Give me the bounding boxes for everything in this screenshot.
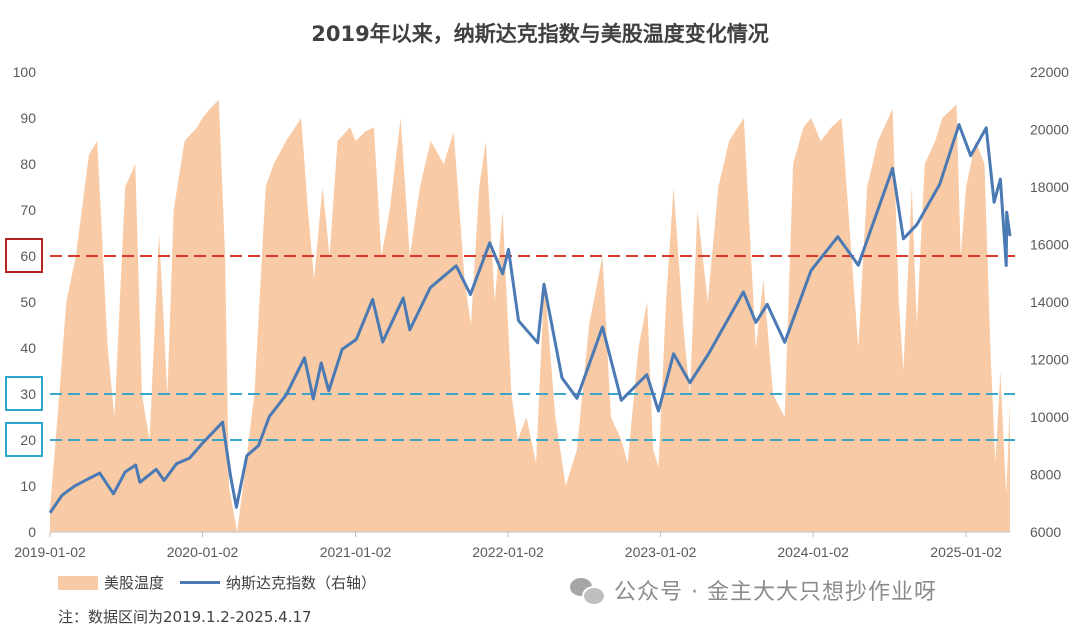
reference-box-60: [5, 238, 43, 273]
x-tick-4: 2023-01-02: [625, 544, 697, 560]
x-tick-6: 2025-01-02: [930, 544, 1002, 560]
legend-swatch-temperature: [58, 575, 98, 590]
y-right-tick-16000: 16000: [1030, 237, 1069, 253]
y-right-tick-6000: 6000: [1030, 524, 1061, 540]
y-right-tick-10000: 10000: [1030, 409, 1069, 425]
x-tick-3: 2022-01-02: [472, 544, 544, 560]
watermark-text: 公众号 · 金主大大只想抄作业呀: [614, 580, 937, 605]
y-left-tick-90: 90: [20, 110, 36, 126]
y-left-tick-80: 80: [20, 156, 36, 172]
x-tick-2: 2021-01-02: [320, 544, 392, 560]
legend-label-temperature: 美股温度: [104, 574, 165, 592]
x-tick-5: 2024-01-02: [777, 544, 849, 560]
data-note: 注：数据区间为2019.1.2-2025.4.17: [58, 608, 312, 626]
reference-box-30: [5, 376, 43, 411]
watermark: 公众号 · 金主大大只想抄作业呀: [570, 574, 937, 606]
y-right-tick-12000: 12000: [1030, 352, 1069, 368]
y-left-tick-50: 50: [20, 294, 36, 310]
y-left-tick-70: 70: [20, 202, 36, 218]
temperature-area: [50, 99, 1010, 532]
nasdaq-line: [48, 123, 1012, 514]
reference-box-20: [5, 422, 43, 457]
x-tick-1: 2020-01-02: [167, 544, 239, 560]
x-tick-0: 2019-01-02: [14, 544, 86, 560]
chart-title: 2019年以来，纳斯达克指数与美股温度变化情况: [311, 22, 769, 46]
legend-item-temperature: 美股温度: [58, 572, 164, 593]
y-right-tick-14000: 14000: [1030, 294, 1069, 310]
y-left-tick-0: 0: [28, 524, 36, 540]
legend: 美股温度 纳斯达克指数（右轴）: [58, 572, 376, 593]
y-right-tick-22000: 22000: [1030, 64, 1069, 80]
y-left-tick-60: 60: [20, 248, 36, 264]
y-right-tick-20000: 20000: [1030, 122, 1069, 138]
y-left-tick-10: 10: [20, 478, 36, 494]
y-right-tick-18000: 18000: [1030, 179, 1069, 195]
y-left-tick-20: 20: [20, 432, 36, 448]
legend-label-nasdaq: 纳斯达克指数（右轴）: [226, 574, 377, 592]
wechat-icon: [570, 576, 606, 606]
y-right-tick-8000: 8000: [1030, 467, 1061, 483]
y-left-tick-40: 40: [20, 340, 36, 356]
legend-swatch-nasdaq: [180, 581, 221, 584]
legend-item-nasdaq: 纳斯达克指数（右轴）: [180, 572, 376, 593]
y-left-tick-100: 100: [13, 64, 37, 80]
y-left-tick-30: 30: [20, 386, 36, 402]
